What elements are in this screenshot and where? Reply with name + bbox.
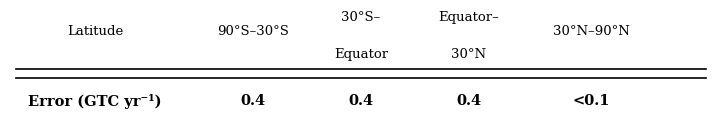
Text: 30°S–: 30°S– [342, 11, 380, 24]
Text: 90°S–30°S: 90°S–30°S [217, 25, 289, 38]
Text: 0.4: 0.4 [240, 94, 266, 108]
Text: Equator–: Equator– [438, 11, 499, 24]
Text: 30°N–90°N: 30°N–90°N [553, 25, 630, 38]
Text: <0.1: <0.1 [573, 94, 610, 108]
Text: 0.4: 0.4 [456, 94, 482, 108]
Text: 30°N: 30°N [451, 48, 487, 61]
Text: Error (GTC yr⁻¹): Error (GTC yr⁻¹) [28, 93, 162, 108]
Text: 0.4: 0.4 [349, 94, 373, 108]
Text: Equator: Equator [334, 48, 388, 61]
Text: Latitude: Latitude [66, 25, 123, 38]
